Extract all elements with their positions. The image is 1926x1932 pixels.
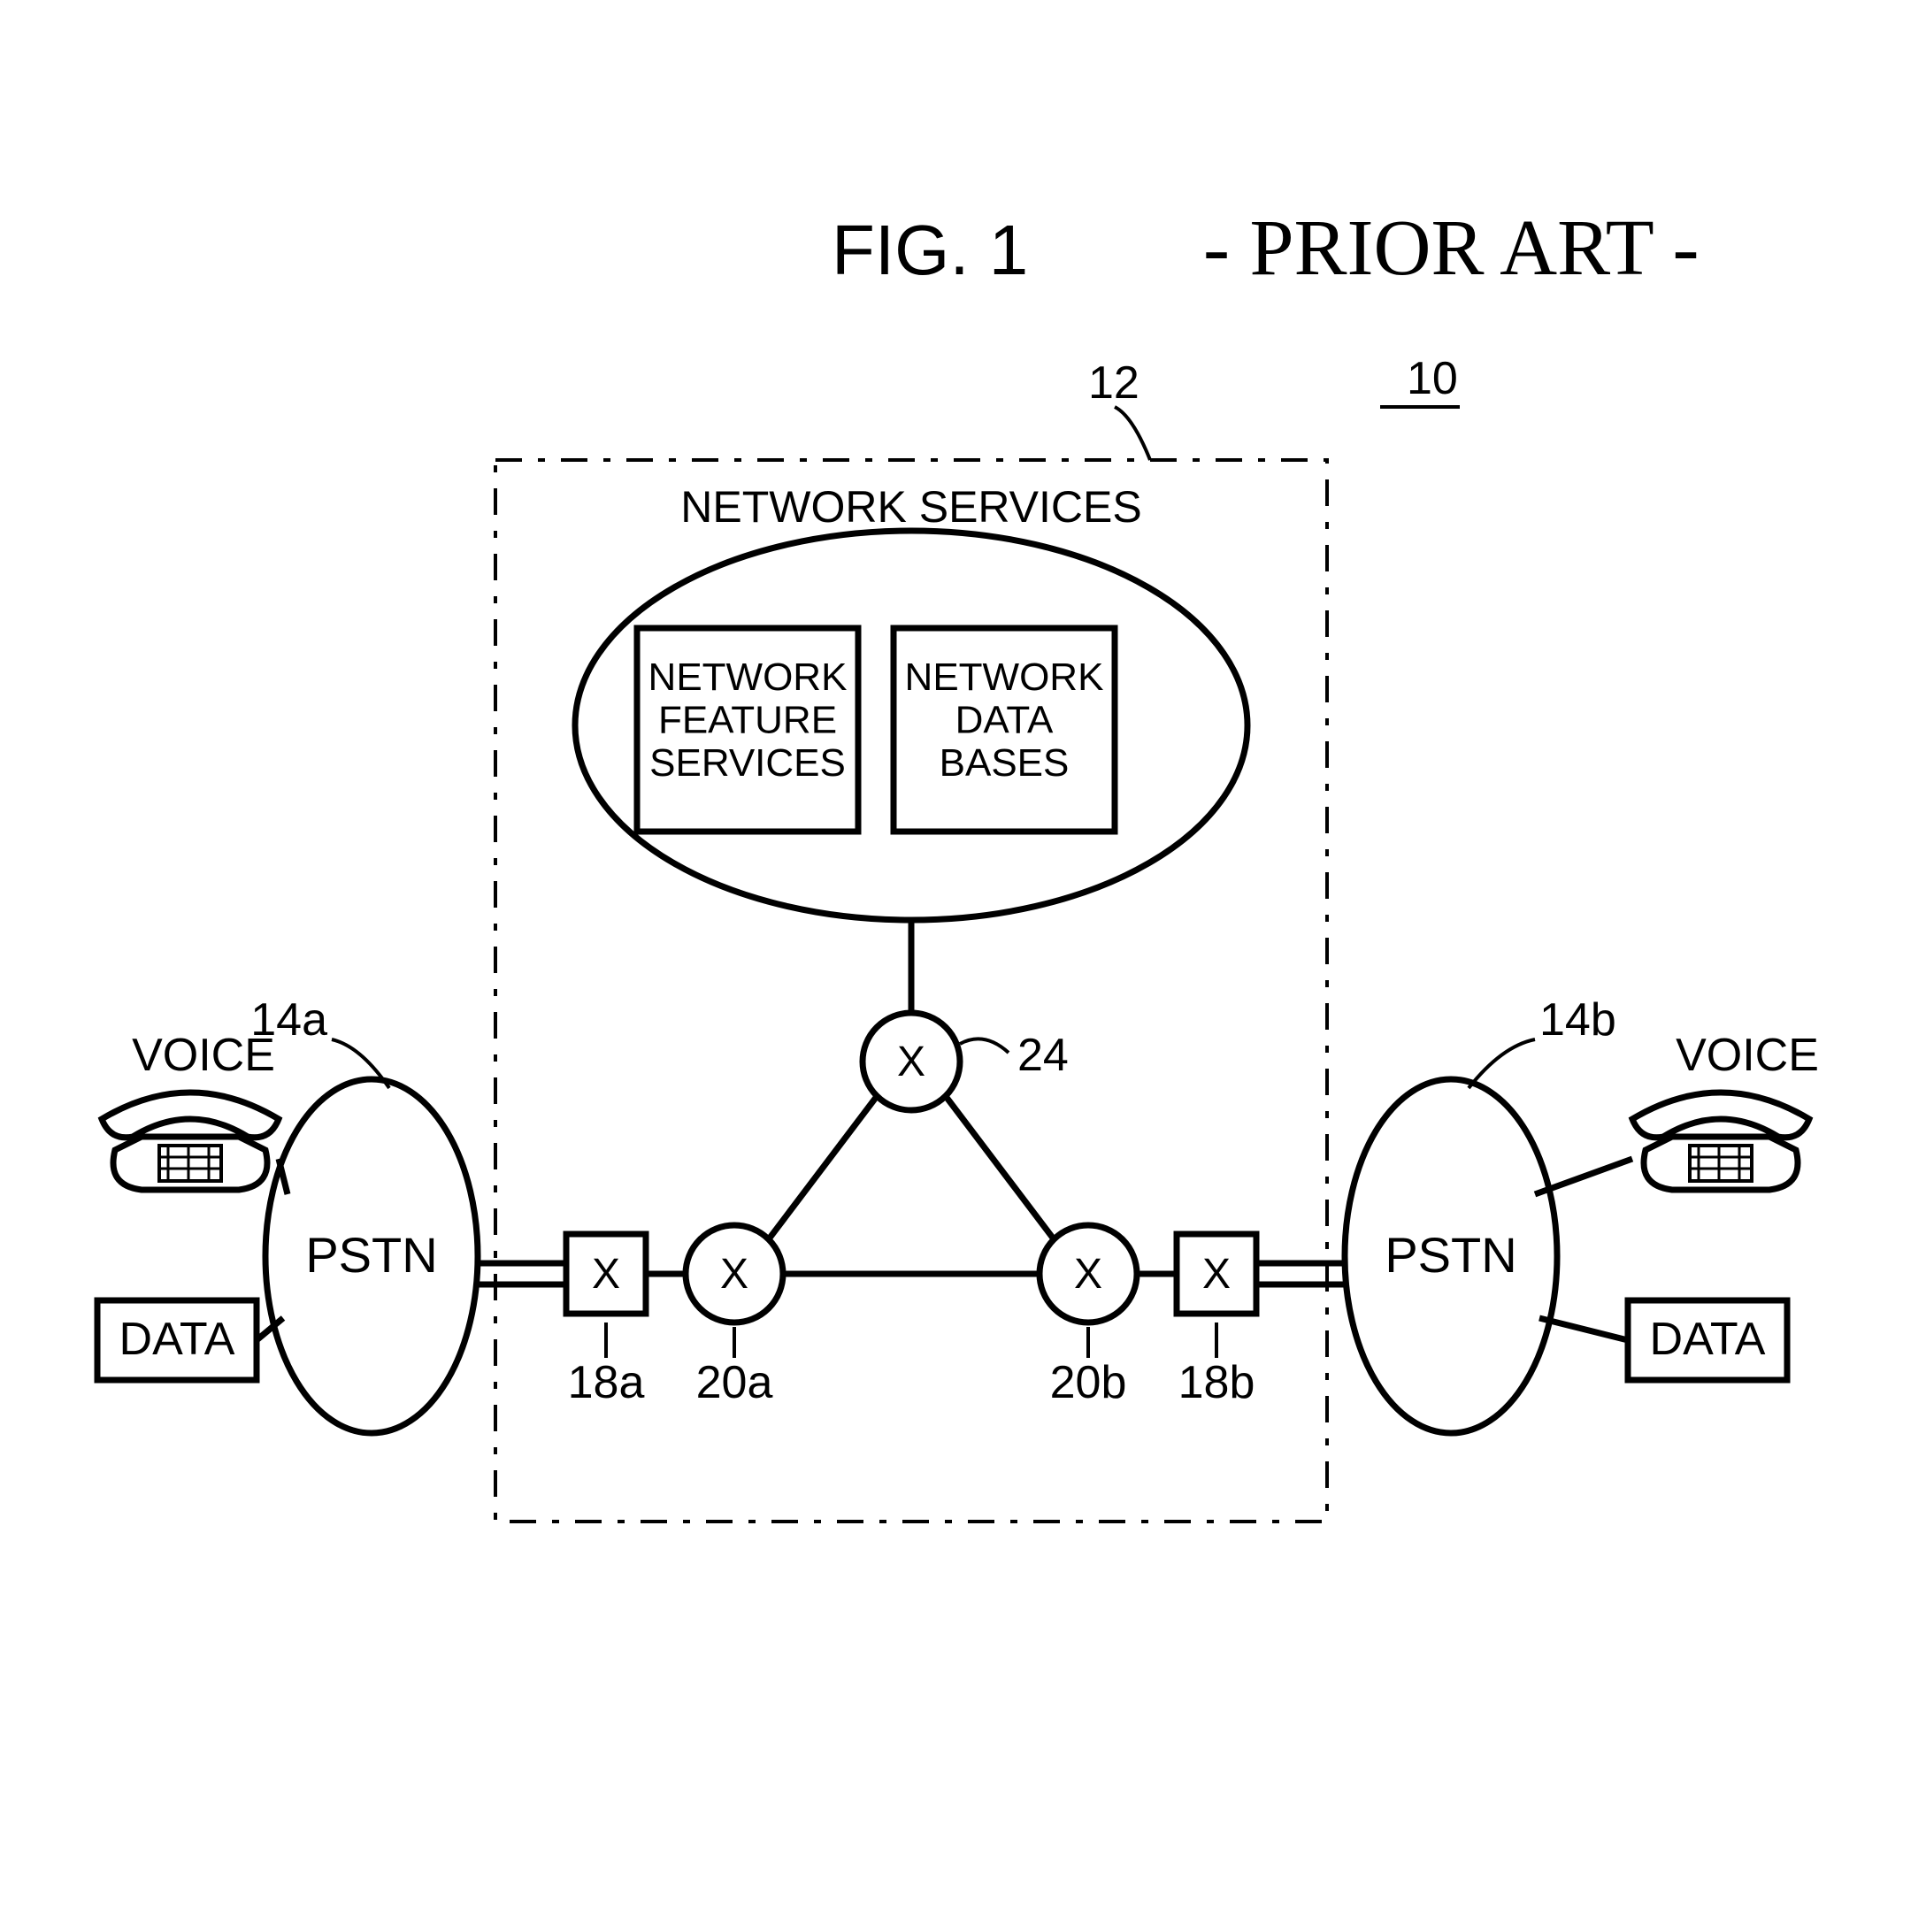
ref-10: 10: [1407, 353, 1458, 404]
ref-18a: 18a: [568, 1357, 645, 1408]
pstn-left-label: PSTN: [305, 1227, 437, 1283]
ref-20b: 20b: [1050, 1357, 1127, 1408]
ref-18b: 18b: [1178, 1357, 1255, 1408]
ref-20a: 20a: [696, 1357, 773, 1408]
ref-24: 24: [1017, 1030, 1069, 1081]
voice-left-label: VOICE: [132, 1030, 275, 1081]
box-title: NETWORK SERVICES: [680, 482, 1141, 532]
switch-24-x: X: [897, 1039, 925, 1085]
feature-services-label: NETWORKFEATURESERVICES: [648, 656, 848, 785]
voice-right-label: VOICE: [1676, 1030, 1819, 1081]
ref-14b: 14b: [1539, 994, 1616, 1046]
switch-20b-x: X: [1074, 1251, 1102, 1298]
gateway-18a-x: X: [592, 1251, 620, 1298]
gateway-18b-x: X: [1202, 1251, 1231, 1298]
switch-20a-x: X: [720, 1251, 748, 1298]
data-left-label: DATA: [119, 1314, 235, 1365]
figure-title-hand: - PRIOR ART -: [1203, 204, 1700, 292]
ref-12: 12: [1088, 357, 1139, 409]
data-right-label: DATA: [1650, 1314, 1766, 1365]
pstn-right-label: PSTN: [1385, 1227, 1516, 1283]
figure-title: FIG. 1: [832, 211, 1028, 289]
